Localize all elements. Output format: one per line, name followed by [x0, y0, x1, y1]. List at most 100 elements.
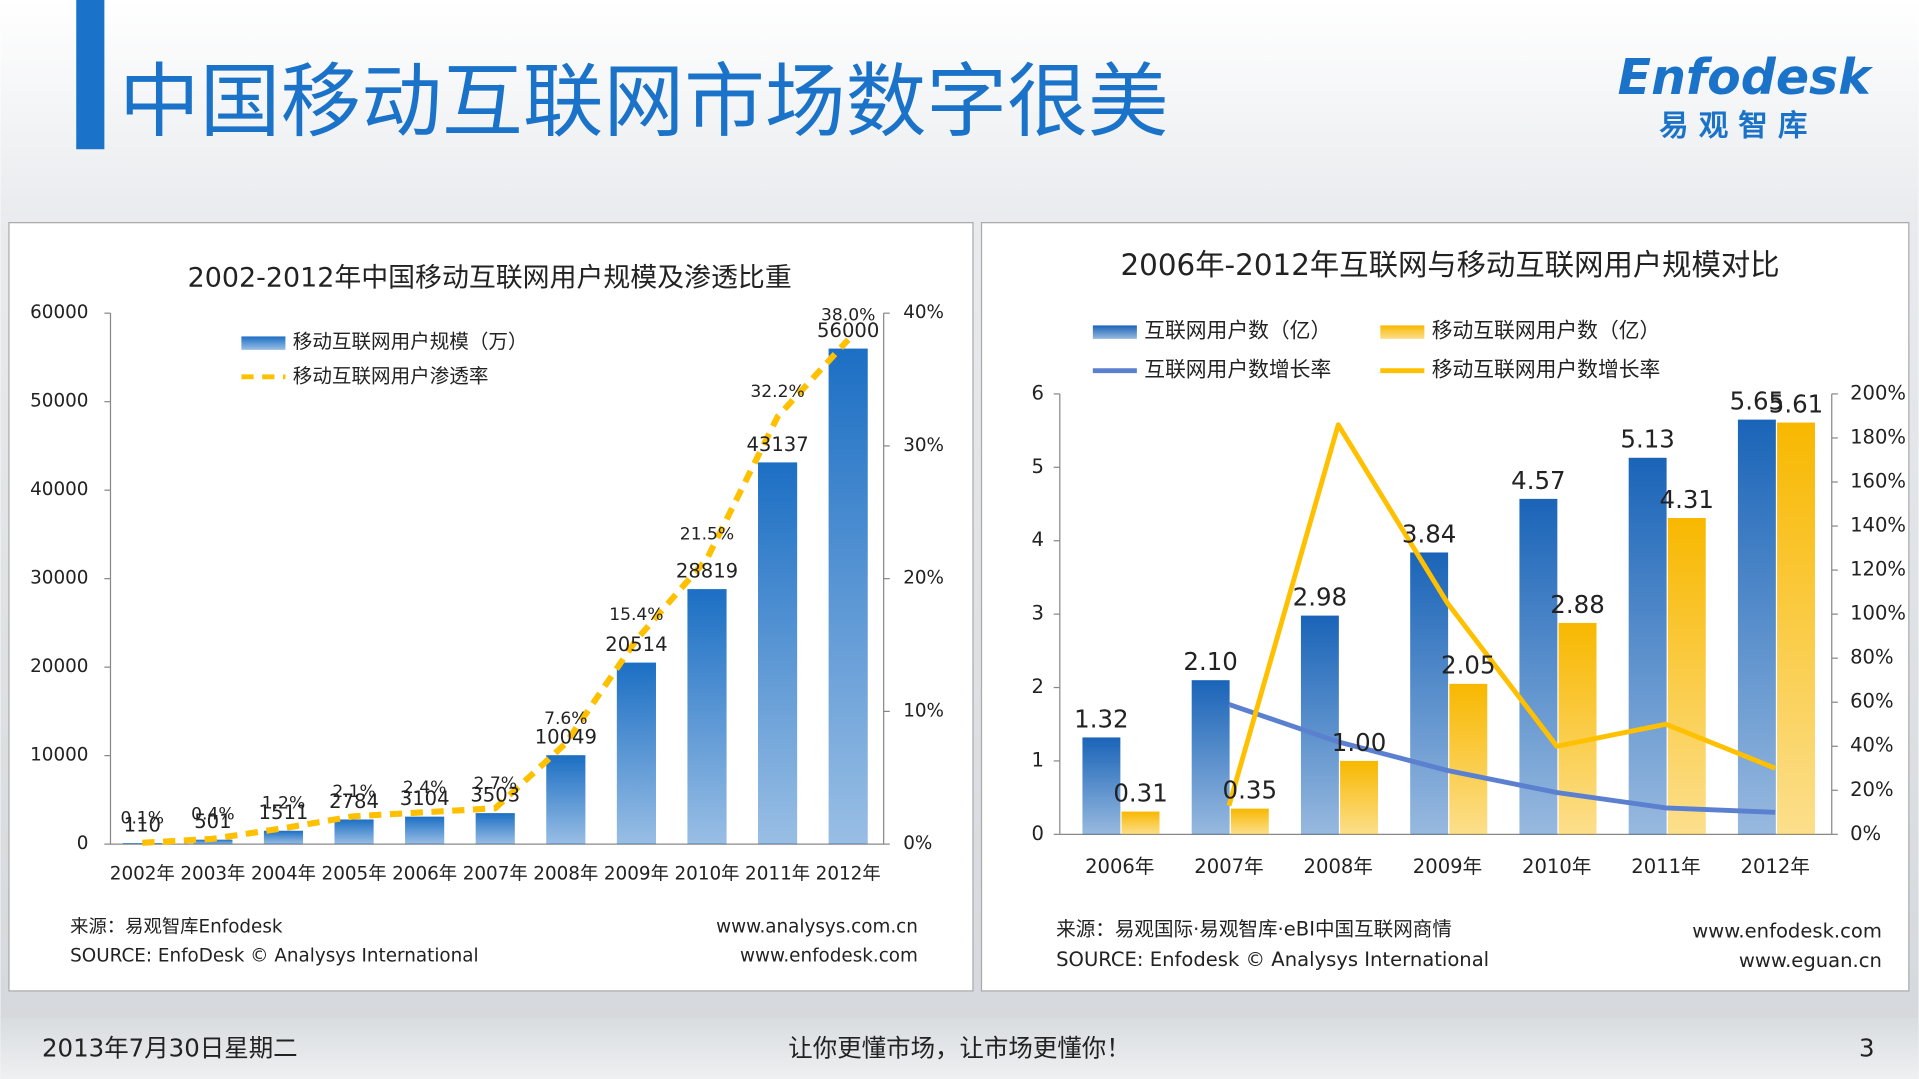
y-tick-label: 5 [1031, 455, 1043, 478]
bar [1737, 419, 1776, 835]
y2-tick-label: 40% [903, 302, 944, 323]
x-tick-label: 2011年 [745, 864, 810, 885]
legend-swatch [1380, 325, 1425, 339]
x-tick-label: 2010年 [1522, 855, 1591, 878]
bar [1191, 680, 1230, 835]
legend-label: 移动互联网用户数增长率 [1432, 358, 1661, 382]
bar-value-label: 110 [124, 814, 161, 837]
bar-value-label: 3.84 [1402, 519, 1456, 548]
bar-value-label: 1.32 [1074, 704, 1128, 733]
bar [1121, 811, 1160, 835]
x-tick-label: 2002年 [110, 864, 175, 885]
bar [475, 813, 515, 845]
bar-value-label: 3104 [400, 787, 450, 810]
legend-label: 互联网用户数增长率 [1144, 358, 1331, 382]
bar [1300, 615, 1339, 835]
x-tick-label: 2009年 [604, 864, 669, 885]
bar-value-label: 2784 [329, 790, 379, 813]
slide-title: 中国移动互联网市场数字很美 [119, 56, 1169, 150]
y-tick-label: 0 [1031, 822, 1043, 845]
bar-value-label: 28819 [676, 559, 738, 582]
source: 来源：易观国际·易观智库·eBI中国互联网商情 [1056, 917, 1452, 940]
y2-tick-label: 140% [1850, 514, 1906, 537]
bar-value-label: 1511 [259, 801, 309, 824]
bar-value-label: 5.65 [1730, 386, 1784, 415]
bar [263, 830, 304, 845]
bar-value-label: 4.57 [1511, 466, 1565, 495]
title-accent [76, 0, 105, 150]
page-number: 3 [1859, 1034, 1875, 1063]
y-tick-label: 3 [1031, 602, 1043, 625]
bar [122, 843, 162, 845]
bar [1558, 622, 1597, 835]
footer-bar [0, 1017, 1919, 1079]
y2-tick-label: 40% [1850, 734, 1893, 757]
line-value-label: 2.7% [474, 774, 517, 794]
x-tick-label: 2003年 [180, 864, 245, 885]
bar-value-label: 0.35 [1223, 776, 1277, 805]
bar [1340, 760, 1379, 835]
line-value-label: 32.2% [750, 382, 804, 402]
bar-value-label: 5.61 [1769, 389, 1823, 418]
bar [546, 755, 586, 845]
bar-value-label: 4.31 [1660, 485, 1714, 514]
y-tick-label: 2 [1031, 675, 1043, 698]
x-tick-label: 2008年 [1304, 855, 1373, 878]
bar-value-label: 5.13 [1620, 425, 1674, 454]
x-tick-label: 2009年 [1413, 855, 1482, 878]
bar-value-label: 43137 [746, 433, 808, 456]
y2-tick-label: 20% [903, 568, 944, 589]
line-value-label: 2.4% [403, 778, 446, 798]
chart-title: 2002-2012年中国移动互联网用户规模及渗透比重 [188, 262, 792, 293]
bar [1519, 498, 1558, 835]
bar-value-label: 2.88 [1550, 590, 1604, 619]
legend-swatch [1092, 325, 1137, 339]
url: www.enfodesk.com [740, 946, 918, 967]
bar-value-label: 56000 [817, 319, 879, 342]
legend-label: 互联网用户数（亿） [1144, 319, 1331, 343]
line-value-label: 38.0% [821, 305, 875, 325]
y2-tick-label: 10% [903, 700, 944, 721]
logo-name: Enfodesk [1618, 49, 1874, 106]
source: SOURCE: Enfodesk © Analysys Internationa… [1056, 948, 1489, 971]
bar [1449, 683, 1488, 835]
y2-tick-label: 80% [1850, 646, 1893, 669]
y-tick-label: 20000 [30, 656, 88, 677]
chart-title: 2006年-2012年互联网与移动互联网用户规模对比 [1120, 248, 1779, 282]
line-value-label: 7.6% [544, 709, 587, 729]
x-tick-label: 2011年 [1631, 855, 1700, 878]
line [1226, 422, 1777, 807]
y2-tick-label: 180% [1850, 425, 1906, 448]
bar [193, 839, 233, 845]
line-value-label: 21.5% [680, 524, 734, 544]
y2-tick-label: 0% [903, 833, 932, 854]
line-value-label: 2.1% [332, 782, 375, 802]
bar [334, 819, 374, 845]
bar [405, 816, 445, 845]
bar-value-label: 20514 [605, 633, 667, 656]
line [1228, 702, 1776, 815]
y-tick-label: 50000 [30, 391, 88, 412]
x-tick-label: 2006年 [1085, 855, 1154, 878]
bar [616, 662, 656, 845]
x-tick-label: 2007年 [463, 864, 528, 885]
y-tick-label: 4 [1031, 528, 1043, 551]
line-value-label: 15.4% [609, 605, 663, 625]
url: www.enfodesk.com [1692, 920, 1882, 943]
x-tick-label: 2004年 [251, 864, 316, 885]
line-value-label: 0.4% [191, 804, 234, 824]
legend-label: 移动互联网用户渗透率 [293, 364, 489, 387]
y2-tick-label: 20% [1850, 778, 1893, 801]
bar-value-label: 1.00 [1332, 728, 1386, 757]
bar-value-label: 10049 [535, 726, 597, 749]
bar [1777, 422, 1815, 835]
y2-tick-label: 100% [1850, 602, 1906, 625]
x-tick-label: 2012年 [816, 864, 881, 885]
line-value-label: 0.1% [121, 808, 164, 828]
bar-value-label: 3503 [470, 783, 520, 806]
legend-label: 移动互联网用户数（亿） [1432, 319, 1661, 343]
bar-value-label: 2.98 [1293, 582, 1347, 611]
x-tick-label: 2007年 [1194, 855, 1263, 878]
